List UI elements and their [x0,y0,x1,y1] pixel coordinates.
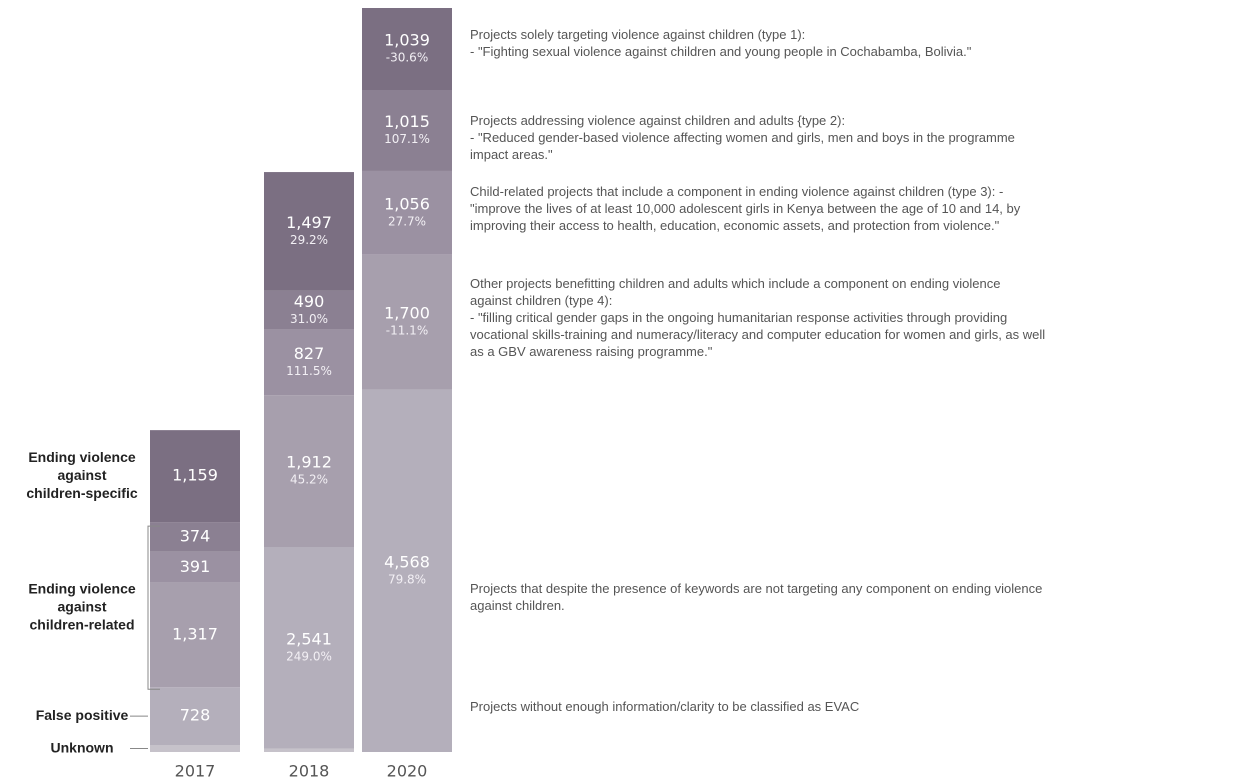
description-line: as a GBV awareness raising programme." [470,344,713,359]
year-label: 2017 [175,762,216,781]
value-label: 1,159 [172,466,218,485]
description-line: Child-related projects that include a co… [470,184,1003,199]
value-label: 4,568 [384,552,430,571]
description: Other projects benefitting children and … [470,276,1045,359]
bar-segment [264,546,354,749]
description-line: - "Reduced gender-based violence affecti… [470,130,1015,145]
series-label-line: Unknown [51,739,114,755]
bar-segment [264,172,354,291]
bracket-label-line: Ending violence [28,580,136,596]
bracket-label-line: children-related [29,616,134,632]
description-line: Projects without enough information/clar… [470,699,859,714]
bar-segment [150,522,240,552]
year-label: 2018 [289,762,330,781]
change-label: -30.6% [386,51,428,65]
value-label: 1,317 [172,625,218,644]
bracket-label-line: against [57,598,106,614]
bracket [147,525,160,690]
description-line: vocational skills-training and numeracy/… [470,327,1045,342]
change-label: 31.0% [290,312,328,326]
bar-segment [264,395,354,547]
change-label: 29.2% [290,233,328,247]
value-label: 1,912 [286,453,332,472]
change-label: 45.2% [290,473,328,487]
change-label: 27.7% [388,214,426,228]
description-line: against children. [470,598,565,613]
bar-segment [264,290,354,330]
change-label: 79.8% [388,572,426,586]
bar-segment [264,329,354,396]
change-label: 111.5% [286,364,332,378]
bar-segment [150,582,240,688]
value-label: 391 [180,557,211,576]
value-label: 827 [294,344,325,363]
series-label: Ending violence against children-specific [26,449,137,501]
bar-segment [362,389,452,752]
change-label: 249.0% [286,649,332,663]
description-line: impact areas." [470,147,553,162]
bracket-label: Ending violence against children-related [28,580,136,632]
description-line: Other projects benefitting children and … [470,276,1000,291]
year-label: 2020 [387,762,428,781]
series-label-line: False positive [36,707,129,723]
bar-segment [150,551,240,583]
description: Projects without enough information/clar… [470,699,859,714]
bar-segment [150,745,240,752]
value-label: 1,039 [384,31,430,50]
value-label: 1,497 [286,213,332,232]
series-label: Unknown [51,739,114,755]
change-label: -11.1% [386,324,428,338]
value-label: 728 [180,706,211,725]
bar-segment [150,687,240,746]
description: Child-related projects that include a co… [470,184,1021,233]
value-label: 1,700 [384,304,430,323]
bar-segment [362,90,452,171]
value-label: 1,056 [384,194,430,213]
bar-segment [264,748,354,752]
series-label-line: Ending violence [28,449,136,465]
description-line: - "Fighting sexual violence against chil… [470,44,972,59]
description-line: - "filling critical gender gaps in the o… [470,310,1007,325]
description-line: against children (type 4): [470,293,612,308]
change-label: 107.1% [384,132,430,146]
value-label: 1,015 [384,112,430,131]
series-label-line: against [57,467,106,483]
description-line: Projects solely targeting violence again… [470,27,805,42]
value-label: 2,541 [286,629,332,648]
bar-segment [362,170,452,255]
description: Projects solely targeting violence again… [470,27,972,59]
description: Projects that despite the presence of ke… [470,581,1042,613]
series-label: False positive [36,707,129,723]
description: Projects addressing violence against chi… [470,113,1015,162]
description-line: Projects addressing violence against chi… [470,113,845,128]
value-label: 490 [294,292,325,311]
description-line: "improve the lives of at least 10,000 ad… [470,201,1021,216]
bar-segment [362,254,452,390]
bar-segment [362,8,452,91]
series-label-line: children-specific [26,485,137,501]
description-line: Projects that despite the presence of ke… [470,581,1042,596]
description-line: improving their access to health, educat… [470,218,1000,233]
bar-segment [150,430,240,523]
value-label: 374 [180,526,211,545]
